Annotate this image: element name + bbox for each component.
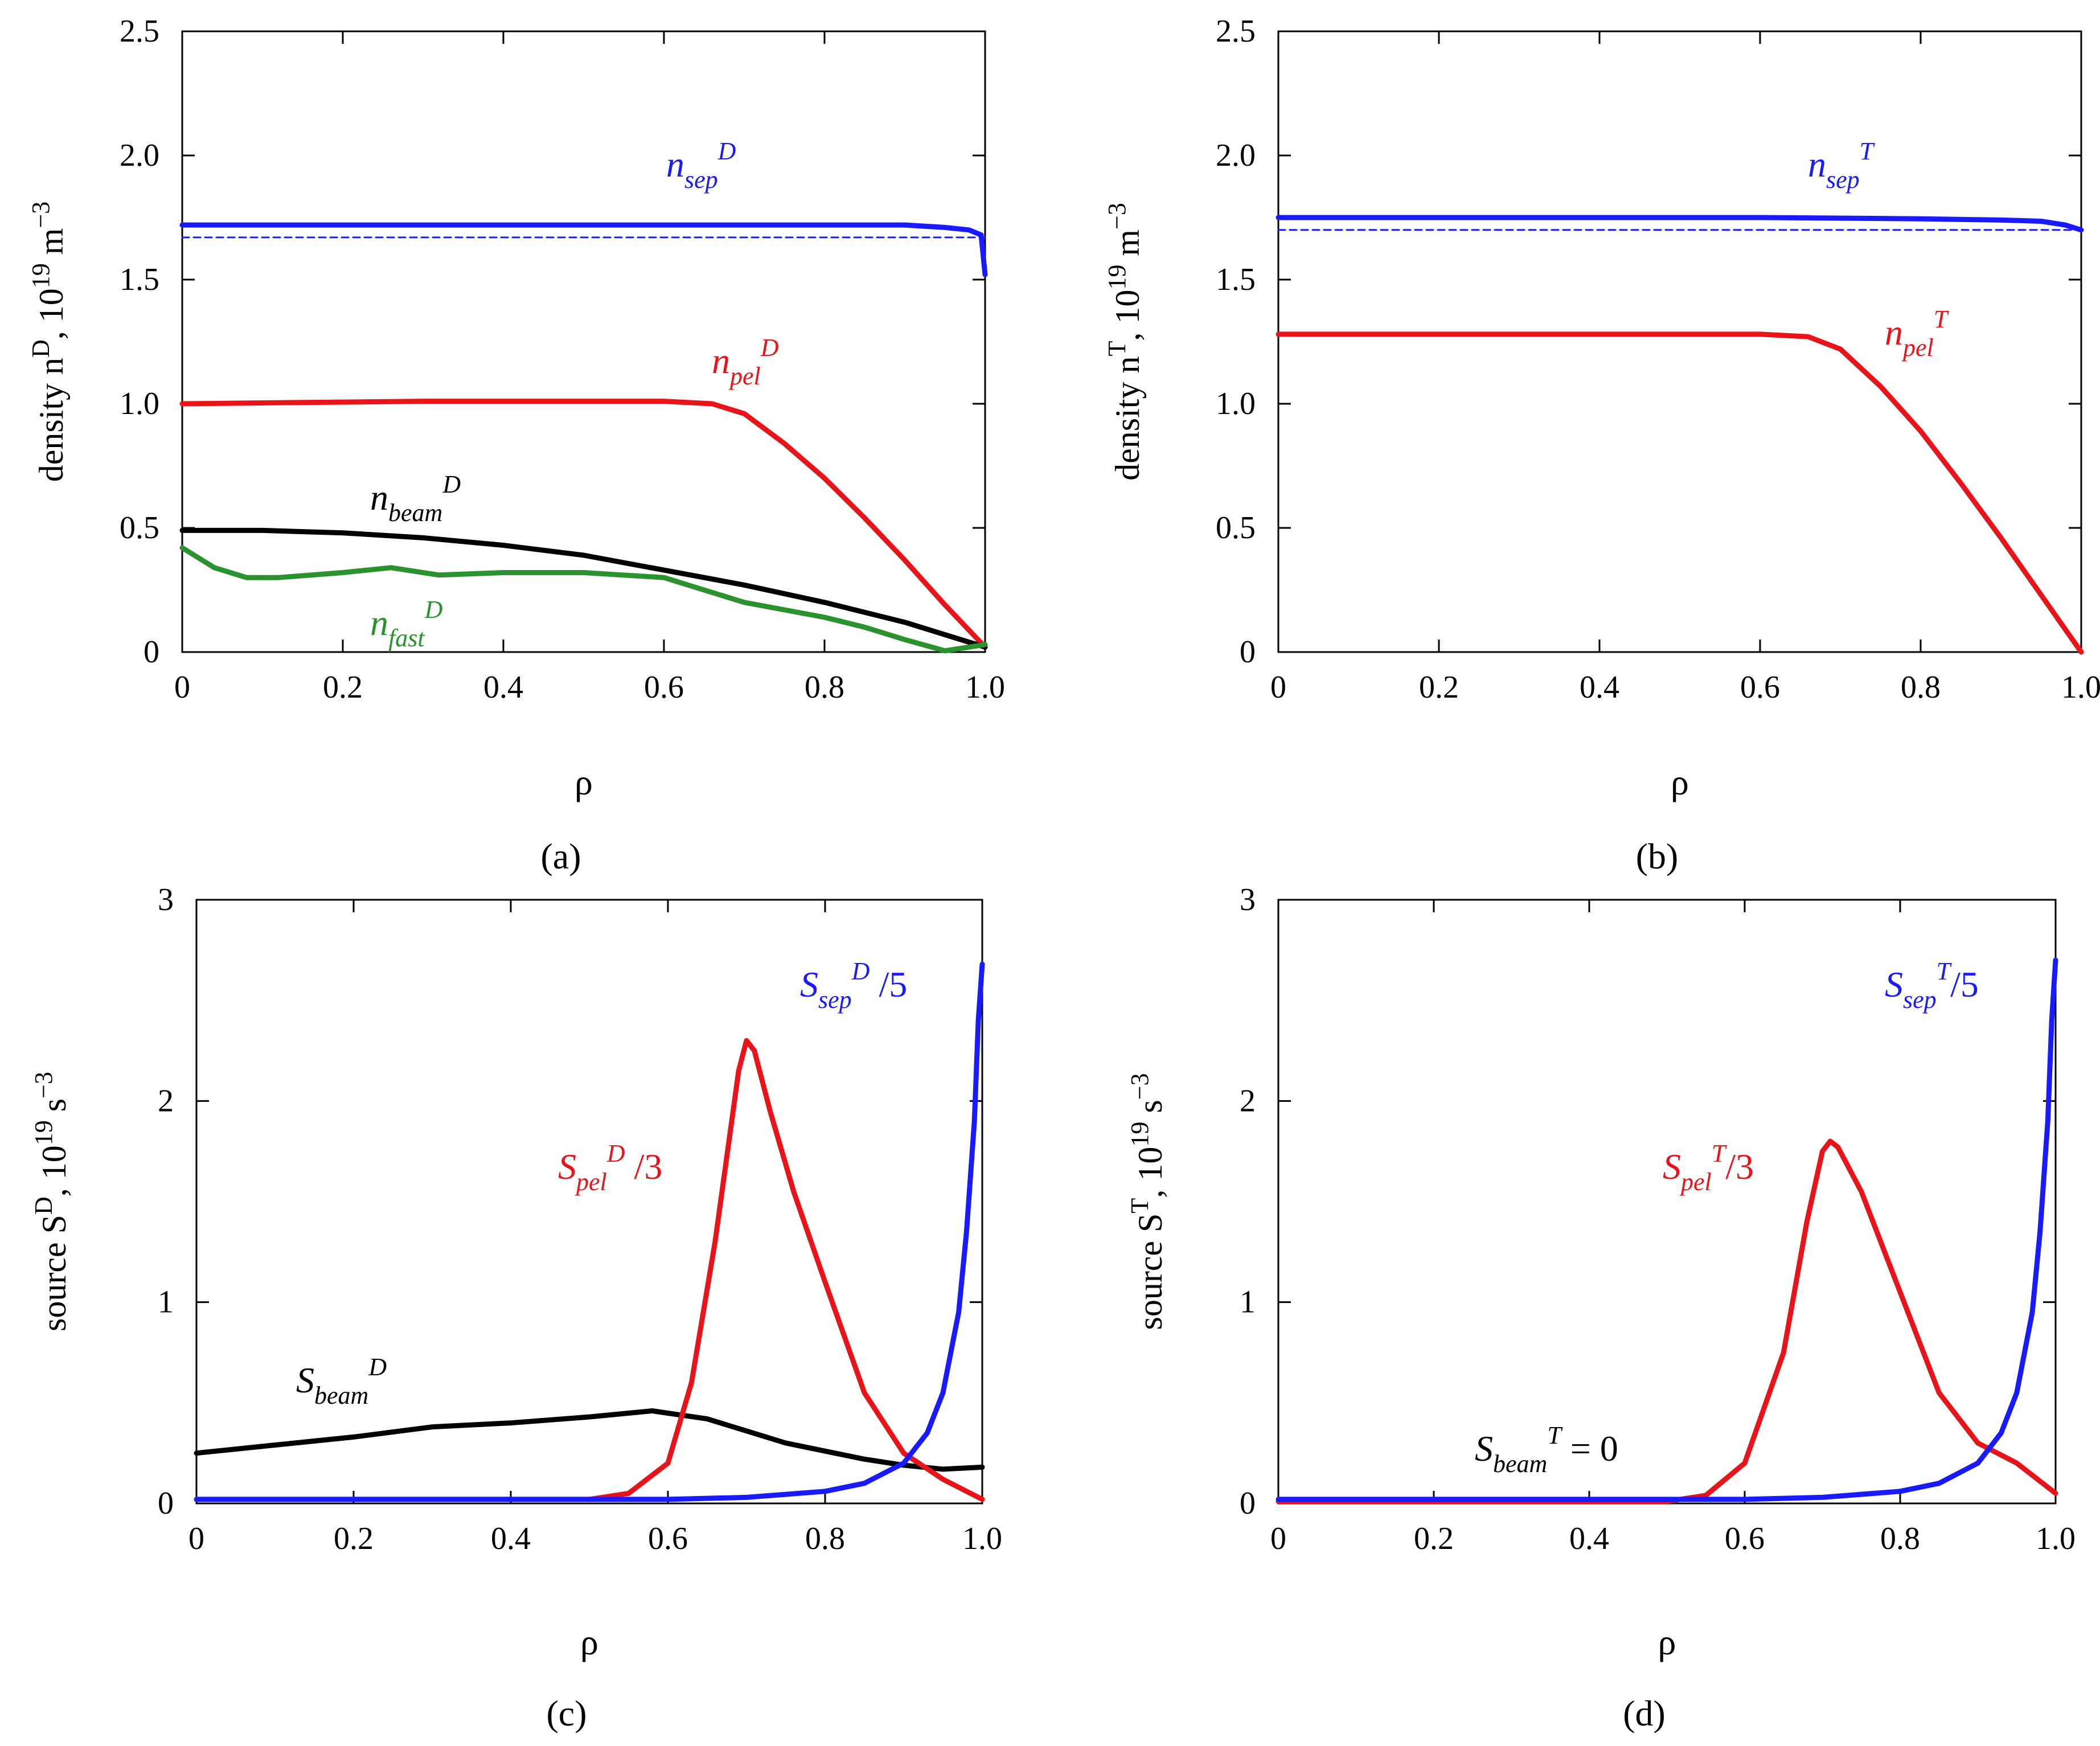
- curve-label-s-beam: SbeamT = 0: [1475, 1421, 1618, 1478]
- y-tick-label: 0: [143, 634, 159, 670]
- curve-label-n-sep: nsepD: [666, 137, 736, 194]
- series-line-n-sep-d: [179, 222, 988, 277]
- x-tick-label: 0.2: [334, 1521, 374, 1556]
- y-axis-label: source SD, 1019 s−3: [30, 1072, 73, 1331]
- curve-label-s-sep: SsepD /5: [800, 957, 907, 1014]
- plot-frame: [195, 899, 983, 1505]
- curve-label-s-pel: SpelT/3: [1663, 1140, 1754, 1196]
- x-tick-label: 0.8: [1901, 670, 1941, 705]
- plot-frame: [181, 30, 986, 653]
- y-tick-label: 2: [158, 1083, 174, 1118]
- panel-d: 0 0.2 0.4 0.6 0.8 1.0 0 1 2 3 SpelT/3 SsepT/5 SbeamT…: [1126, 882, 2076, 1733]
- panel-label: (d): [1623, 1693, 1666, 1733]
- x-tick-label: 1.0: [2036, 1521, 2076, 1556]
- y-tick-label: 1: [158, 1285, 174, 1320]
- x-tick-label: 0.6: [1740, 670, 1780, 705]
- series-line-n-pel-t: [1275, 331, 2084, 655]
- plot-frame: [1277, 899, 2057, 1505]
- panel-label: (a): [540, 836, 581, 876]
- x-tick-label: 0.4: [491, 1521, 531, 1556]
- y-tick-label: 1.5: [120, 262, 159, 297]
- x-tick-label: 0: [174, 670, 190, 705]
- curve-label-n-pel: npelD: [712, 334, 779, 390]
- y-axis-label: density nD, 1019 m−3: [27, 202, 71, 482]
- y-tick-label: 3: [1240, 882, 1256, 917]
- plot-frame: [1277, 30, 2082, 653]
- curve-label-n-fast: nfastD: [370, 596, 443, 652]
- y-tick-label: 1.0: [1216, 386, 1256, 421]
- curve-label-n-pel: npelT: [1885, 305, 1950, 362]
- series-line-n-sep-t: [1275, 215, 2084, 233]
- curve-label-s-pel: SpelD /3: [558, 1140, 662, 1196]
- series-line-n-beam-d: [179, 527, 988, 650]
- curve-label-s-sep: SsepT/5: [1885, 957, 1979, 1014]
- x-tick-label: 0.8: [1880, 1521, 1920, 1556]
- x-tick-label: 0: [1270, 670, 1286, 705]
- x-tick-label: 0.2: [1419, 670, 1459, 705]
- series-line-s-pel-d-3: [194, 1038, 985, 1502]
- y-tick-label: 1: [1240, 1285, 1256, 1320]
- y-tick-label: 0: [1240, 634, 1256, 670]
- panel-label: (b): [1636, 836, 1679, 876]
- y-axis-label: density nT, 1019 m−3: [1103, 203, 1147, 481]
- x-axis-label: ρ: [575, 762, 593, 802]
- y-tick-label: 2.0: [120, 138, 159, 173]
- series-line-n-pel-d: [179, 399, 988, 650]
- y-tick-label: 2.5: [1216, 14, 1256, 49]
- panel-b: 0 0.2 0.4 0.6 0.8 1.0 0 0.5 1.0 1.5 2.0 2.5 nsepT npe…: [1103, 14, 2100, 876]
- curve-label-n-sep: nsepT: [1808, 137, 1876, 194]
- x-tick-label: 0.2: [323, 670, 363, 705]
- panel-c: 0 0.2 0.4 0.6 0.8 1.0 0 1 2 3 SbeamD SpelD /3 SsepD …: [30, 882, 1003, 1733]
- x-tick-label: 1.0: [965, 670, 1005, 705]
- y-tick-label: 0.5: [120, 510, 159, 546]
- x-tick-label: 0.4: [483, 670, 523, 705]
- x-tick-label: 0.6: [644, 670, 684, 705]
- x-axis-label: ρ: [1671, 762, 1689, 802]
- y-tick-label: 2.0: [1216, 138, 1256, 173]
- y-tick-label: 3: [158, 882, 174, 917]
- x-tick-label: 0.6: [1725, 1521, 1765, 1556]
- x-tick-label: 1.0: [2061, 670, 2100, 705]
- series-line-n-fast-d: [179, 545, 988, 654]
- panel-a: 0 0.2 0.4 0.6 0.8 1.0 0 0.5 1.0 1.5 2.0 2.5 nsepD npe…: [27, 14, 1006, 876]
- y-tick-label: 1.5: [1216, 262, 1256, 297]
- y-tick-label: 2.5: [120, 14, 159, 49]
- x-axis-label: ρ: [1658, 1622, 1676, 1662]
- curve-label-n-beam: nbeamD: [370, 470, 461, 527]
- series-line-s-pel-t-3: [1275, 1138, 2058, 1504]
- y-tick-label: 1.0: [120, 386, 159, 421]
- x-tick-label: 0.8: [805, 670, 844, 705]
- y-tick-label: 0: [1240, 1486, 1256, 1521]
- x-axis-label: ρ: [580, 1622, 598, 1662]
- curve-label-s-beam: SbeamD: [296, 1353, 387, 1409]
- x-tick-label: 0.4: [1569, 1521, 1609, 1556]
- series-line-s-sep-t-5: [1275, 957, 2058, 1502]
- x-tick-label: 0.2: [1414, 1521, 1454, 1556]
- x-tick-label: 0: [1270, 1521, 1286, 1556]
- x-tick-label: 0.4: [1580, 670, 1619, 705]
- y-axis-label: source ST, 1019 s−3: [1126, 1073, 1170, 1330]
- series-line-s-sep-d-5: [194, 961, 985, 1502]
- panel-label: (c): [546, 1693, 586, 1733]
- y-tick-label: 2: [1240, 1083, 1256, 1118]
- x-tick-label: 0: [188, 1521, 204, 1556]
- y-tick-label: 0: [158, 1486, 174, 1521]
- y-tick-label: 0.5: [1216, 510, 1256, 546]
- x-tick-label: 0.8: [805, 1521, 845, 1556]
- x-tick-label: 0.6: [648, 1521, 688, 1556]
- series-line-s-beam-d: [194, 1408, 985, 1472]
- x-tick-label: 1.0: [962, 1521, 1002, 1556]
